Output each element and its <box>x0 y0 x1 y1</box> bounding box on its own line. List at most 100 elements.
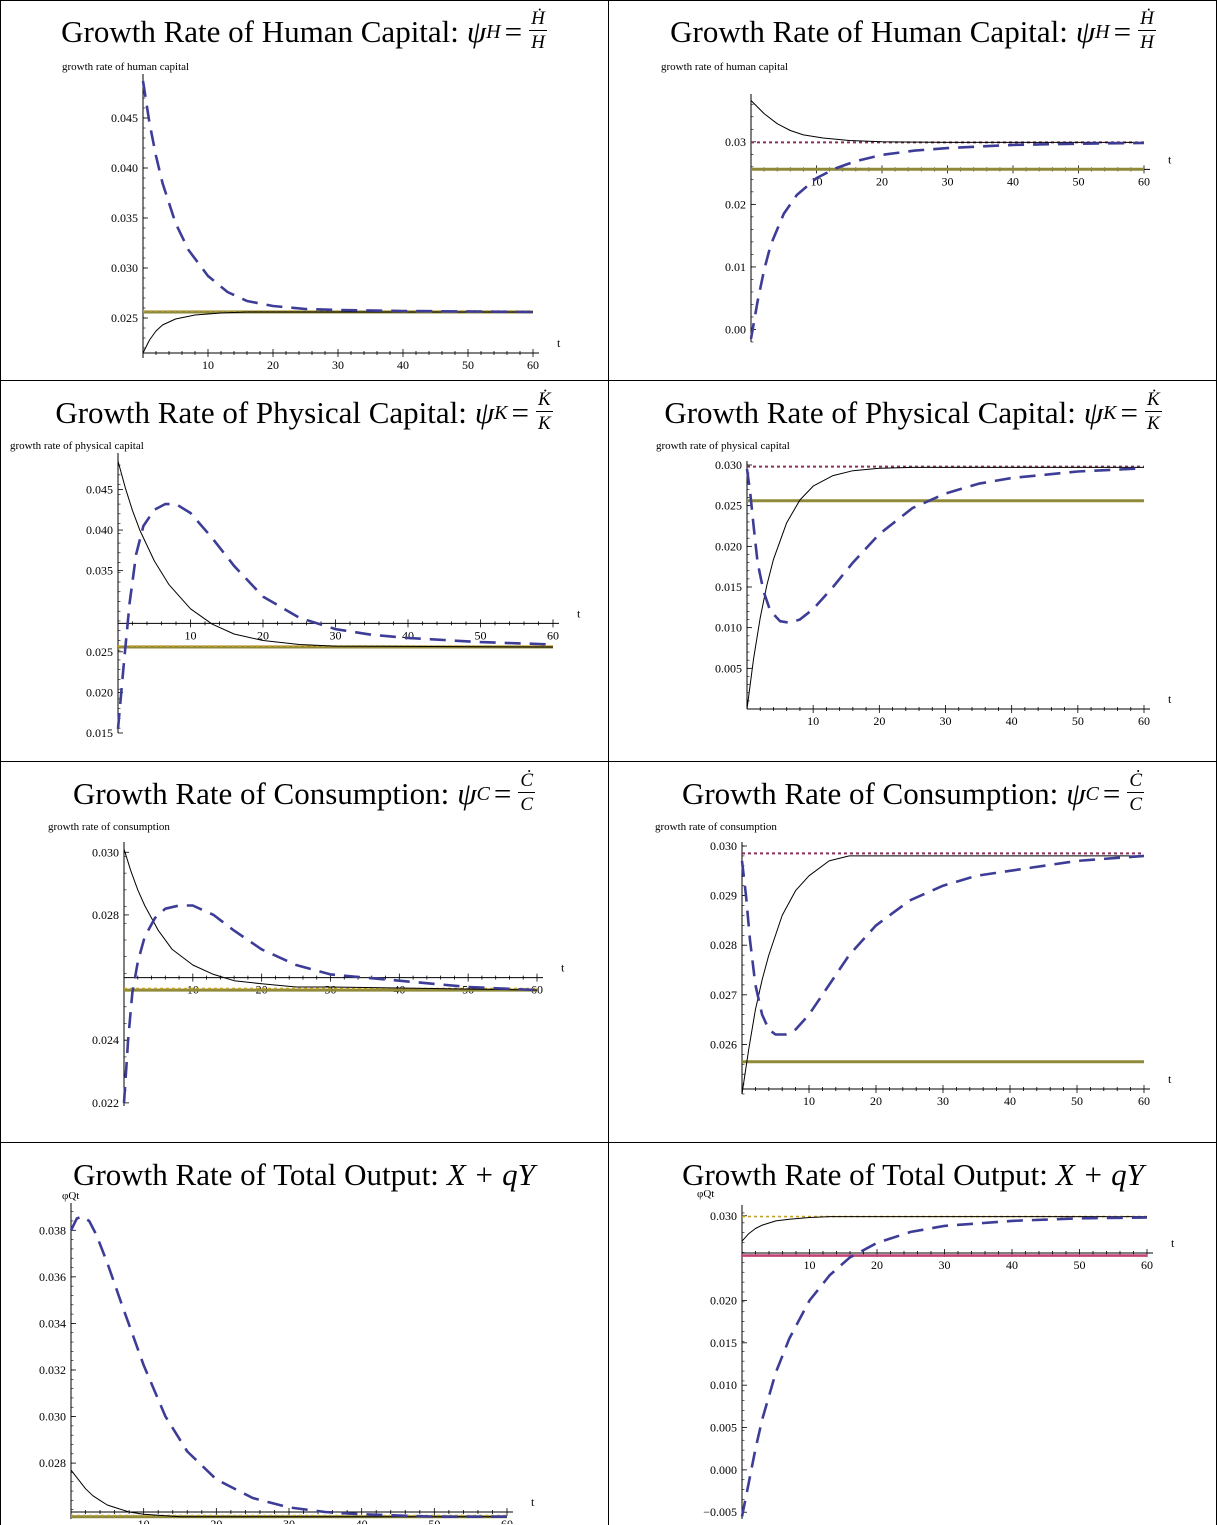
chart-panel: growth rate of human capital 10 20 30 40 50 60… <box>0 0 608 381</box>
y-tick-label: 0.030 <box>710 1209 737 1223</box>
equals-sign: = <box>504 14 523 49</box>
y-axis-label: φQt <box>62 1190 79 1202</box>
x-tick-label: 20 <box>257 628 269 642</box>
chart-title-formula: X + qY <box>446 1157 535 1192</box>
chart-title-symbol: ψ <box>1083 395 1104 430</box>
y-axis-label: growth rate of physical capital <box>10 440 144 452</box>
chart-title-subscript: K <box>1103 401 1117 424</box>
equals-sign: = <box>493 776 512 811</box>
chart-title-symbol: ψ <box>466 14 487 49</box>
x-tick-label: 60 <box>501 1517 513 1524</box>
x-tick-label: 40 <box>356 1517 368 1524</box>
x-tick-label: 60 <box>1141 1258 1153 1272</box>
series-line-long-dash-blue <box>141 80 534 314</box>
x-tick-label: 60 <box>547 628 559 642</box>
x-tick-label: 10 <box>807 714 819 728</box>
chart-title-symbol: ψ <box>1075 14 1096 49</box>
chart-title-text: Growth Rate of Human Capital: <box>61 14 459 49</box>
chart-title: Growth Rate of Total Output: X + qY <box>0 1145 608 1205</box>
y-tick-label: 0.030 <box>111 261 138 275</box>
y-tick-label: 0.032 <box>39 1363 66 1377</box>
fraction-denominator: K <box>1146 412 1160 434</box>
chart-title: Growth Rate of Physical Capital: ψ K = K̇ K <box>609 383 1217 443</box>
y-tick-label: 0.040 <box>86 523 113 537</box>
chart-panel: φQt 10 20 30 40 50 60 t 0.028 0.030 0.032 0.034 0.03… <box>0 1143 608 1524</box>
x-tick-label: 20 <box>267 358 279 372</box>
x-tick-label: 30 <box>937 1094 949 1108</box>
y-tick-label: 0.020 <box>715 539 742 553</box>
series-line-long-dash-blue <box>740 1216 1148 1517</box>
x-tick-label: 60 <box>527 358 539 372</box>
series-line-solid-black <box>70 1469 507 1518</box>
x-tick-label: 50 <box>1074 1258 1086 1272</box>
chart-title: Growth Rate of Physical Capital: ψ K = K̇ K <box>0 383 608 443</box>
chart-panel: growth rate of physical capital 10 20 30 40 5… <box>0 381 608 762</box>
chart-title-subscript: K <box>494 401 508 424</box>
x-axis-label: t <box>1168 152 1172 166</box>
x-tick-label: 50 <box>475 628 487 642</box>
fraction-numerator: K̇ <box>535 388 553 412</box>
x-tick-label: 30 <box>942 174 954 188</box>
table-border <box>0 0 1 1525</box>
fraction-denominator: H <box>531 31 545 53</box>
y-tick-label: 0.005 <box>710 1421 737 1435</box>
y-axis-label: growth rate of human capital <box>661 61 788 73</box>
series-line-long-dash-blue <box>122 904 538 1103</box>
chart-svg: φQt 10 20 30 40 50 60 t 0.028 0.030 0.032 0.034 0.03… <box>39 1190 535 1524</box>
y-tick-label: 0.000 <box>710 1463 737 1477</box>
y-tick-label: 0.010 <box>710 1378 737 1392</box>
y-tick-label: 0.025 <box>715 499 742 513</box>
chart-title-symbol: ψ <box>1066 776 1086 811</box>
chart-title-subscript: H <box>1095 20 1110 43</box>
x-axis-label: t <box>577 606 581 620</box>
chart-title-text: Growth Rate of Total Output: <box>682 1157 1048 1192</box>
x-tick-label: 30 <box>332 358 344 372</box>
fraction-denominator: C <box>520 793 534 815</box>
y-tick-label: 0.034 <box>39 1316 66 1330</box>
y-axis-label: growth rate of consumption <box>655 821 777 833</box>
equals-sign: = <box>1120 395 1138 430</box>
x-axis-label: t <box>1168 1072 1172 1086</box>
x-tick-label: 20 <box>873 714 885 728</box>
y-tick-label: 0.028 <box>710 938 737 952</box>
y-tick-label: 0.035 <box>86 564 113 578</box>
y-tick-label: 0.030 <box>39 1410 66 1424</box>
chart-panel: growth rate of consumption 10 20 30 40 50 60 t 0… <box>609 762 1217 1143</box>
chart-svg: growth rate of human capital 10 20 30 40 50 60… <box>62 61 561 372</box>
y-tick-label: 0.03 <box>725 135 746 149</box>
x-tick-label: 40 <box>1006 714 1018 728</box>
chart-title-text: Growth Rate of Total Output: <box>73 1157 439 1192</box>
x-tick-label: 30 <box>283 1517 295 1524</box>
y-tick-label: 0.028 <box>39 1456 66 1470</box>
series-line-long-dash-blue <box>749 141 1145 340</box>
x-tick-label: 40 <box>397 358 409 372</box>
y-axis-label: growth rate of physical capital <box>656 440 790 452</box>
series-line-long-dash-blue <box>745 467 1145 625</box>
fraction-numerator: Ḣ <box>1138 7 1156 31</box>
x-axis-label: t <box>1168 692 1172 706</box>
chart-title-text: Growth Rate of Consumption: <box>72 776 450 811</box>
series-line-solid-black <box>123 848 538 991</box>
equals-sign: = <box>1102 776 1121 811</box>
series-line-long-dash-blue <box>116 502 554 730</box>
series-line-solid-black <box>142 311 533 354</box>
chart-title-fraction: K̇ K <box>535 388 553 434</box>
x-tick-label: 60 <box>1138 1094 1150 1108</box>
y-tick-label: 0.00 <box>725 322 746 336</box>
y-tick-label: 0.015 <box>710 1336 737 1350</box>
x-tick-label: 30 <box>330 628 342 642</box>
y-tick-label: 0.025 <box>111 311 138 325</box>
x-tick-label: 60 <box>1138 174 1150 188</box>
x-tick-label: 50 <box>1073 174 1085 188</box>
x-tick-label: 50 <box>1071 1094 1083 1108</box>
x-tick-label: 10 <box>804 1258 816 1272</box>
x-tick-label: 20 <box>210 1517 222 1524</box>
fraction-denominator: K <box>537 412 551 434</box>
